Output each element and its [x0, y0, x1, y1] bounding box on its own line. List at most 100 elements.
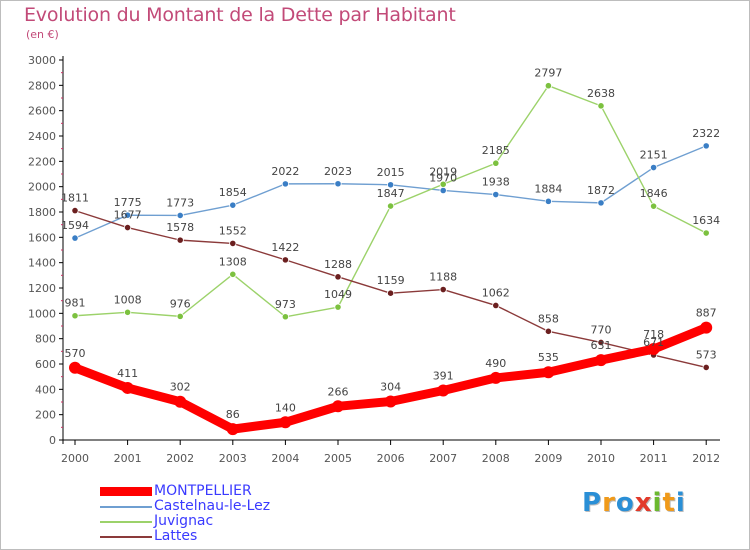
data-point — [437, 384, 450, 397]
legend-label-castelnau: Castelnau-le-Lez — [154, 498, 271, 514]
data-label: 770 — [591, 323, 612, 336]
data-point — [489, 371, 502, 384]
x-tick-label: 2012 — [692, 452, 720, 465]
logo-letter: i — [652, 488, 663, 518]
x-tick-label: 2000 — [61, 452, 89, 465]
data-label: 1159 — [377, 274, 405, 287]
data-point — [439, 285, 447, 294]
data-label: 2797 — [534, 67, 562, 80]
data-point — [702, 363, 710, 372]
data-point — [124, 211, 132, 219]
y-tick-label: 1400 — [28, 257, 56, 270]
legend-swatch-juvignac — [100, 520, 152, 523]
data-label: 1422 — [271, 241, 299, 254]
chart-title: Evolution du Montant de la Dette par Hab… — [24, 4, 456, 26]
data-label: 1854 — [219, 186, 247, 199]
data-point — [700, 321, 713, 334]
y-tick-label: 0 — [49, 434, 56, 447]
data-label: 2185 — [482, 144, 510, 157]
data-point — [176, 312, 184, 320]
chart-subtitle: (en €) — [26, 28, 59, 41]
logo-letter: t — [662, 488, 676, 518]
data-label: 2019 — [429, 165, 457, 178]
x-tick-label: 2004 — [271, 452, 299, 465]
data-label: 573 — [696, 348, 717, 361]
data-point — [647, 343, 660, 356]
y-tick-label: 400 — [35, 383, 56, 396]
y-tick-label: 2600 — [28, 105, 56, 118]
y-tick-label: 200 — [35, 409, 56, 422]
data-point — [544, 327, 553, 335]
data-label: 973 — [275, 298, 296, 311]
data-label: 2638 — [587, 87, 615, 100]
logo-letter: i — [675, 488, 686, 518]
data-label: 858 — [538, 312, 559, 325]
legend-item-lattes: Lattes — [100, 529, 270, 544]
data-point — [542, 366, 555, 379]
data-label: 304 — [380, 380, 401, 393]
data-point — [702, 142, 710, 150]
data-point — [229, 239, 237, 248]
legend-swatch-lattes — [100, 535, 152, 538]
legend-item-juvignac: Juvignac — [100, 514, 270, 529]
legend-item-montpellier: MONTPELLIER — [100, 484, 270, 499]
data-point — [71, 312, 79, 320]
data-label: 2023 — [324, 165, 352, 178]
logo-letter: o — [615, 488, 635, 518]
x-tick-label: 2005 — [324, 452, 352, 465]
data-point — [124, 308, 132, 316]
y-tick-label: 600 — [35, 358, 56, 371]
x-tick-label: 2008 — [482, 452, 510, 465]
data-point — [384, 395, 397, 408]
data-label: 1188 — [429, 271, 457, 284]
data-label: 1578 — [166, 221, 194, 234]
data-point — [71, 234, 79, 242]
data-point — [334, 180, 342, 188]
data-point — [226, 423, 239, 436]
data-label: 490 — [485, 357, 506, 370]
data-label: 1008 — [114, 293, 142, 306]
data-point — [386, 202, 395, 210]
legend-label-montpellier: MONTPELLIER — [154, 483, 252, 499]
data-point — [281, 313, 289, 321]
data-label: 981 — [65, 297, 86, 310]
logo-letter: r — [602, 488, 616, 518]
data-point — [597, 199, 605, 207]
series-line-montpellier — [70, 323, 711, 434]
x-tick-label: 2002 — [166, 452, 194, 465]
chart-legend: MONTPELLIER Castelnau-le-Lez Juvignac La… — [100, 484, 270, 544]
y-tick-label: 2400 — [28, 130, 56, 143]
data-label: 2015 — [377, 166, 405, 179]
legend-item-castelnau: Castelnau-le-Lez — [100, 499, 270, 514]
data-point — [492, 301, 500, 310]
data-label: 1775 — [114, 196, 142, 209]
data-label: 2151 — [640, 149, 668, 162]
data-point — [176, 236, 184, 244]
y-tick-label: 2800 — [28, 79, 56, 92]
data-point — [544, 82, 553, 90]
legend-swatch-castelnau — [100, 505, 152, 508]
data-point — [332, 400, 344, 413]
data-point — [386, 181, 395, 189]
y-tick-label: 1800 — [28, 206, 56, 219]
y-tick-label: 1600 — [28, 231, 56, 244]
data-point — [229, 270, 237, 278]
data-label: 1884 — [534, 182, 562, 195]
x-tick-label: 2011 — [640, 452, 668, 465]
x-tick-label: 2010 — [587, 452, 615, 465]
data-label: 671 — [643, 336, 664, 349]
legend-label-lattes: Lattes — [154, 528, 198, 544]
data-label: 302 — [170, 381, 191, 394]
data-point — [334, 273, 342, 281]
y-tick-label: 800 — [35, 333, 56, 346]
data-point — [649, 163, 658, 172]
data-point — [334, 303, 342, 311]
data-label: 2322 — [692, 127, 720, 140]
data-label: 1847 — [377, 187, 405, 200]
x-tick-label: 2001 — [114, 452, 142, 465]
data-label: 1049 — [324, 288, 352, 301]
data-label: 631 — [591, 339, 612, 352]
series-line-lattes — [74, 209, 707, 369]
